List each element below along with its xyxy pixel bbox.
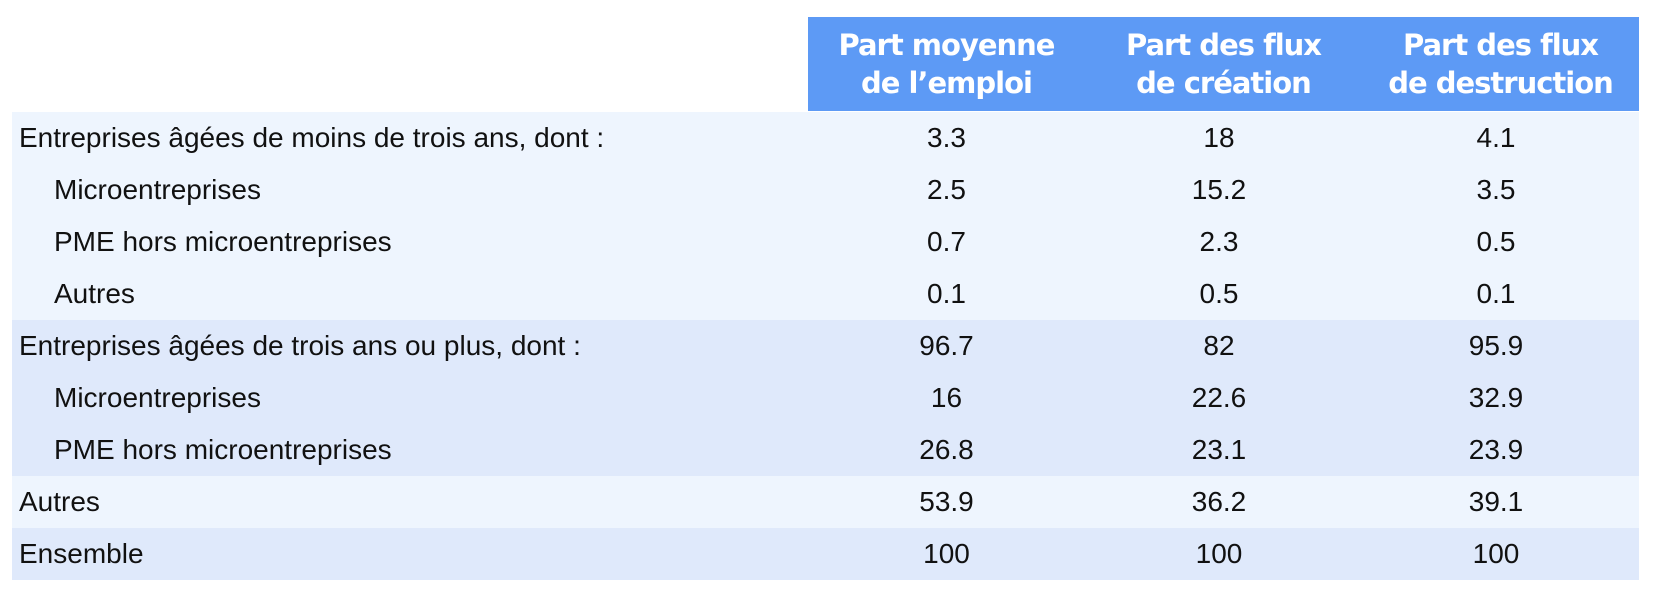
cell-value: 22.6 [1191,382,1247,413]
cell-value: 15.2 [1191,174,1247,205]
cell-value: 36.2 [1191,486,1247,517]
cell-value: 53.9 [919,486,974,517]
table-header: Part moyenne de l’emploi Part des flux d… [808,17,1639,111]
cell-value: 4.1 [1476,122,1516,153]
cell-value: 23.1 [1191,434,1247,465]
cell-value: 0.1 [927,278,966,309]
row-group: Entreprises âgées de trois ans ou plus, … [12,320,1639,476]
column-header: Part des flux de destruction [1388,28,1614,100]
row-label: Microentreprises [54,382,261,413]
column-header: Part des flux de création [1126,28,1322,100]
row-label: Ensemble [19,538,144,569]
cell-value: 3.5 [1476,174,1516,205]
cell-value: 0.1 [1476,278,1516,309]
row-label: Autres [19,486,100,517]
table-row: Microentreprises 16 22.6 32.9 [12,372,1639,424]
row-group: Autres 53.9 36.2 39.1 [12,476,1639,528]
cell-value: 2.3 [1199,226,1239,257]
cell-value: 100 [1472,538,1520,569]
table-row: Ensemble 100 100 100 [12,528,1639,580]
cell-value: 16 [930,382,963,413]
table-row: Autres 53.9 36.2 39.1 [12,476,1639,528]
row-group: Ensemble 100 100 100 [12,528,1639,580]
cell-value: 18 [1203,122,1235,153]
row-label: Microentreprises [54,174,261,205]
cell-value: 100 [1195,538,1243,569]
cell-value: 3.3 [927,122,966,153]
table-row: Microentreprises 2.5 15.2 3.5 [12,164,1639,216]
cell-value: 95.9 [1468,330,1524,361]
cell-value: 82 [1203,330,1235,361]
cell-value: 96.7 [919,330,974,361]
cell-value: 23.9 [1468,434,1524,465]
row-label: PME hors microentreprises [54,226,392,257]
row-label: Autres [54,278,135,309]
data-table: Entreprises âgées de moins de trois ans,… [12,112,1639,580]
cell-value: 100 [923,538,970,569]
row-label: Entreprises âgées de trois ans ou plus, … [19,330,581,361]
row-label: PME hors microentreprises [54,434,392,465]
cell-value: 26.8 [919,434,974,465]
table-row: Autres 0.1 0.5 0.1 [12,268,1639,320]
cell-value: 0.5 [1476,226,1516,257]
cell-value: 0.7 [927,226,966,257]
cell-value: 39.1 [1468,486,1524,517]
table-row: PME hors microentreprises 26.8 23.1 23.9 [12,424,1639,476]
row-group: Entreprises âgées de moins de trois ans,… [12,112,1639,320]
row-label: Entreprises âgées de moins de trois ans,… [19,122,605,153]
table-row: PME hors microentreprises 0.7 2.3 0.5 [12,216,1639,268]
cell-value: 32.9 [1468,382,1524,413]
cell-value: 2.5 [927,174,966,205]
table-row: Entreprises âgées de moins de trois ans,… [12,112,1639,164]
table-row: Entreprises âgées de trois ans ou plus, … [12,320,1639,372]
column-header: Part moyenne de l’emploi [838,28,1056,100]
cell-value: 0.5 [1199,278,1239,309]
